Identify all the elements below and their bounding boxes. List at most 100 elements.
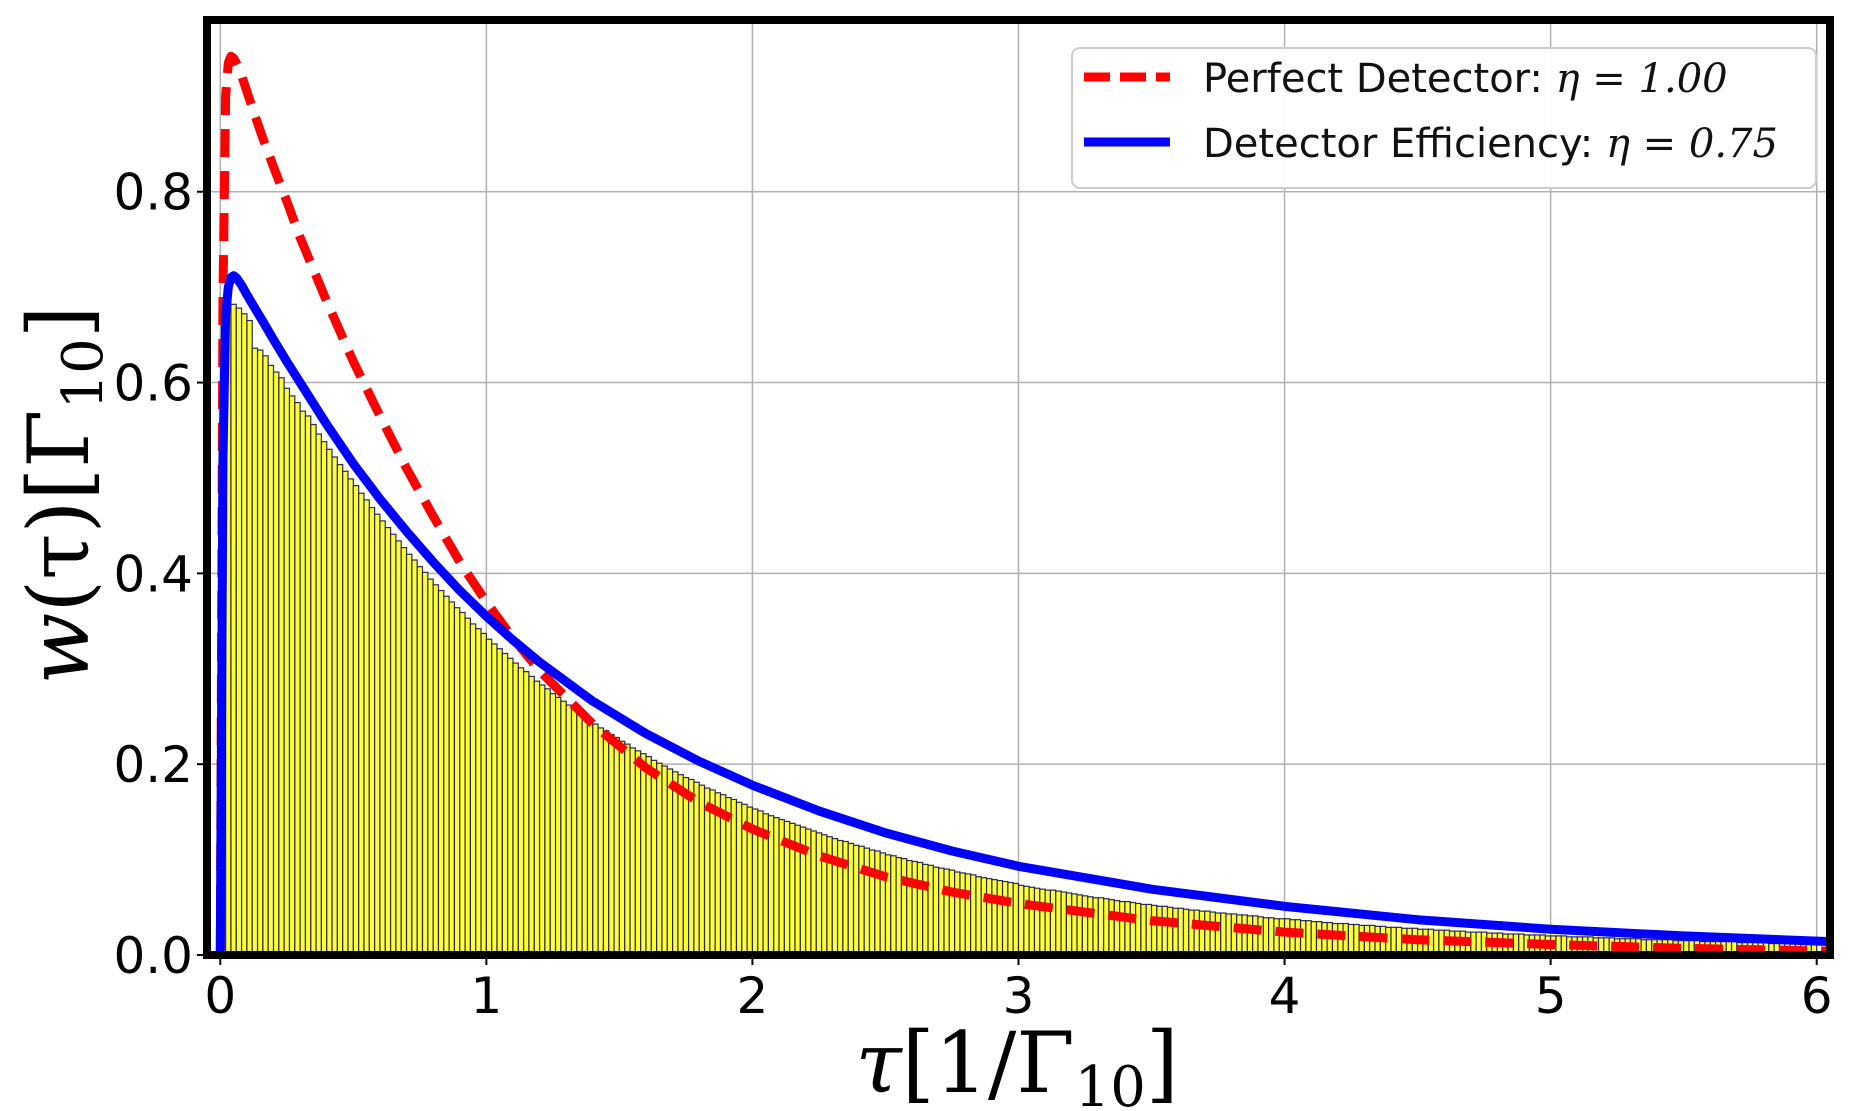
- histogram-bar: [634, 750, 642, 956]
- y-axis-label-open: [: [10, 468, 108, 501]
- histogram-bar: [400, 547, 408, 956]
- histogram-bar: [1129, 901, 1137, 956]
- histogram-bar: [1113, 900, 1121, 956]
- histogram-bar: [453, 607, 461, 956]
- y-tick-label: 0.4: [113, 545, 193, 603]
- y-ticks: 0.0 0.2 0.4 0.6 0.8: [113, 164, 207, 985]
- histogram-bar: [1177, 907, 1185, 956]
- histogram-bar: [427, 578, 434, 956]
- histogram-bar: [900, 858, 908, 956]
- histogram-bar: [1299, 920, 1307, 956]
- histogram-bar: [1283, 918, 1291, 956]
- x-tick-label: 2: [737, 967, 769, 1025]
- histogram-bar: [991, 879, 998, 956]
- histogram-bar: [592, 723, 599, 956]
- histogram-bar: [922, 863, 929, 956]
- histogram-bar: [294, 401, 301, 956]
- histogram-bar: [315, 433, 323, 956]
- x-tick-label: 1: [470, 967, 502, 1025]
- histogram-bar: [890, 855, 897, 956]
- y-axis-label-close: ]: [10, 305, 108, 338]
- histogram-bar: [533, 680, 541, 956]
- histogram-bar: [1092, 897, 1099, 956]
- histogram-bar: [1268, 917, 1275, 956]
- histogram-bar: [240, 313, 248, 956]
- x-tick-label: 5: [1535, 967, 1567, 1025]
- histogram-bar: [661, 765, 668, 956]
- y-tick-label: 0.2: [113, 736, 193, 794]
- histogram-bar: [464, 617, 472, 956]
- histogram-bar: [656, 762, 663, 956]
- x-axis-label-close: ]: [1146, 1014, 1179, 1111]
- histogram-bar: [549, 692, 557, 956]
- x-axis-label-sub: 10: [1075, 1055, 1146, 1111]
- histogram-bar: [1289, 919, 1296, 956]
- histogram-bar: [1172, 907, 1179, 956]
- histogram-bar: [1209, 911, 1216, 956]
- histogram-bar: [1246, 915, 1254, 956]
- histogram-bar: [863, 847, 871, 956]
- histogram-bar: [379, 520, 386, 956]
- histogram-bar: [1156, 905, 1163, 956]
- histogram-bar: [1012, 882, 1020, 956]
- histogram-bar: [868, 849, 876, 956]
- histogram-bar: [485, 638, 493, 956]
- histogram-bar: [954, 871, 961, 956]
- histogram-bar: [640, 753, 647, 956]
- histogram-bar: [565, 704, 573, 956]
- histogram-bar: [842, 840, 849, 956]
- histogram-bar: [1182, 908, 1190, 956]
- histogram-bar: [1198, 910, 1206, 956]
- histogram-bar: [687, 778, 695, 956]
- histogram-bar: [996, 879, 1004, 956]
- histogram-bar: [1305, 920, 1312, 956]
- histogram-bar: [703, 787, 711, 956]
- histogram-bar: [938, 867, 945, 956]
- histogram-bar: [1071, 893, 1078, 956]
- histogram-bar: [1044, 889, 1052, 956]
- histogram-bar: [1060, 891, 1067, 956]
- histogram-bar: [491, 643, 498, 956]
- series-line-0: [215, 51, 1831, 956]
- histogram-bar: [1145, 903, 1153, 956]
- histogram-bar: [1081, 895, 1089, 956]
- histogram-bar: [512, 662, 519, 956]
- histogram-bar: [874, 850, 881, 956]
- histogram-bar: [964, 873, 972, 956]
- histogram-bar: [1087, 896, 1094, 956]
- histogram-bar: [650, 759, 658, 956]
- histogram-bar: [645, 755, 652, 956]
- histogram-bar: [560, 700, 567, 956]
- histogram-bar: [358, 492, 365, 956]
- histogram-bar: [459, 611, 466, 956]
- histogram-bar: [437, 589, 445, 956]
- histogram-bar: [735, 801, 743, 956]
- histogram-bar: [517, 667, 525, 956]
- histogram-bar: [618, 740, 626, 956]
- legend-label-efficiency: Detector Efficiency: η = 0.75: [1203, 121, 1778, 167]
- histogram-bar: [1039, 888, 1046, 956]
- series-line-1: [215, 271, 1831, 956]
- histogram-bar: [262, 355, 269, 956]
- histogram-bar: [310, 423, 317, 956]
- x-ticks: 0 1 2 3 4 5 6: [204, 955, 1833, 1025]
- histogram-bar: [544, 688, 551, 956]
- series-lines: [215, 51, 1831, 956]
- histogram-bar: [985, 878, 993, 956]
- histogram-bar: [858, 845, 865, 956]
- histogram-bar: [927, 864, 934, 956]
- x-axis-label-open: [: [902, 1014, 935, 1111]
- x-tick-label: 4: [1269, 967, 1301, 1025]
- histogram-bar: [1204, 910, 1211, 956]
- histogram-bar: [501, 652, 509, 956]
- histogram-bar: [1353, 923, 1360, 956]
- histogram-bar: [948, 869, 956, 956]
- histogram-bar: [608, 734, 615, 956]
- histogram-bar: [666, 768, 674, 956]
- histogram-bar: [1395, 926, 1403, 956]
- histogram-bar: [852, 844, 860, 956]
- histogram-bar: [1252, 915, 1259, 956]
- histogram-bar: [368, 506, 376, 956]
- y-axis-label-unit: Γ: [10, 410, 108, 468]
- histogram-bar: [405, 553, 413, 956]
